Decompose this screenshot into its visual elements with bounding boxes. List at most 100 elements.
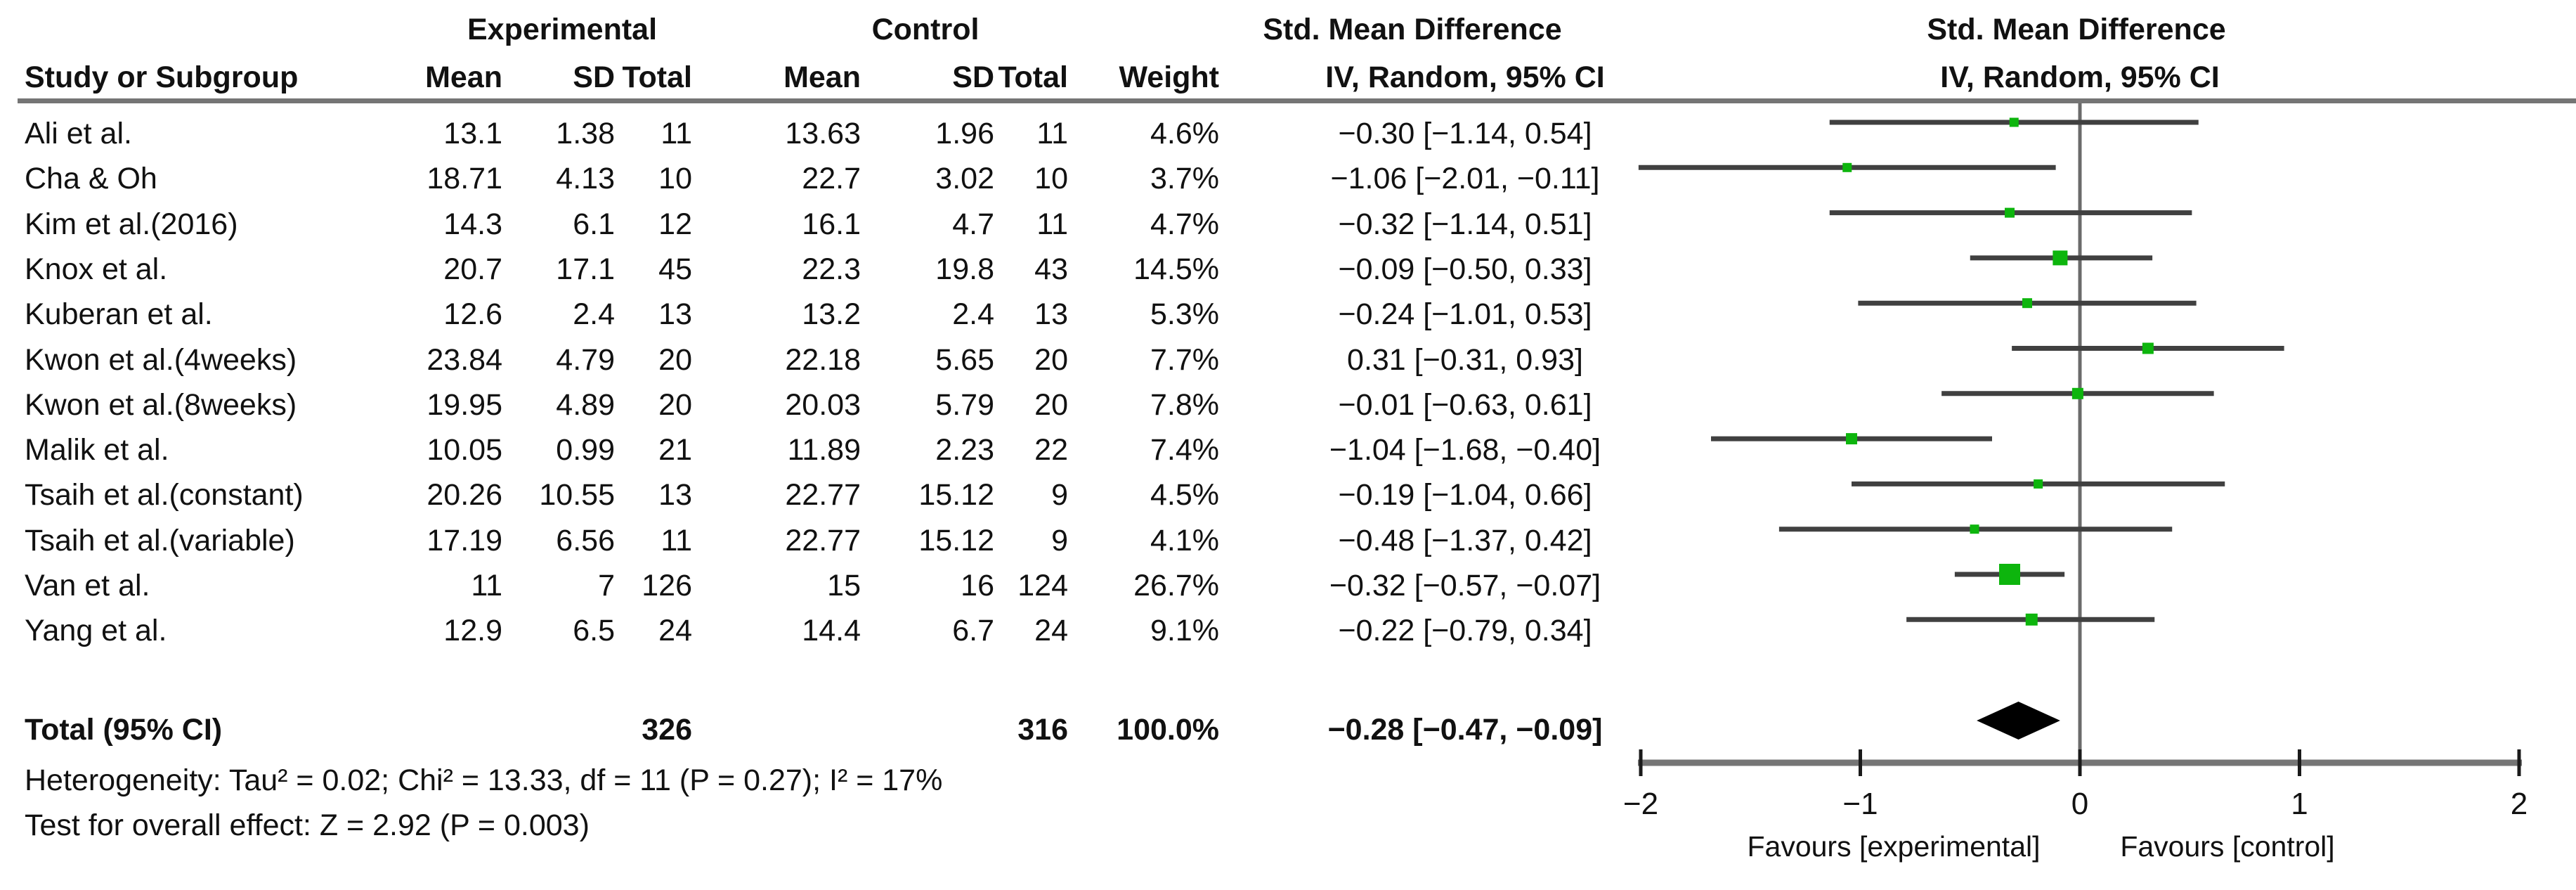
ctl-mean: 15 (827, 569, 861, 602)
total-label: Total (95% CI) (25, 713, 223, 747)
header-total-control: Total (998, 60, 1068, 94)
header-study-or-subgroup: Study or Subgroup (25, 60, 299, 94)
header-method-plot: IV, Random, 95% CI (1940, 60, 2220, 94)
exp-sd: 4.89 (556, 387, 615, 422)
weight: 9.1% (1150, 614, 1219, 648)
study-row: Cha & Oh 18.71 4.13 10 22.7 3.02 10 3.7% −1.06 [… (0, 156, 2576, 201)
header-mean-control: Mean (783, 60, 861, 94)
weight: 7.7% (1150, 342, 1219, 377)
total-row: Total (95% CI) 326 316 100.0% −0.28 [−0.… (0, 707, 2576, 752)
ctl-total: 22 (1034, 433, 1068, 467)
exp-mean: 10.05 (427, 433, 502, 467)
ctl-mean: 22.77 (785, 478, 861, 512)
weight: 5.3% (1150, 297, 1219, 332)
exp-mean: 14.3 (443, 207, 502, 241)
axis-tick-label: 2 (2511, 787, 2528, 821)
exp-mean: 19.95 (427, 387, 502, 422)
ctl-total: 10 (1034, 162, 1068, 196)
exp-sd: 2.4 (573, 297, 615, 332)
total-control-n: 316 (1017, 713, 1068, 747)
ctl-sd: 1.96 (935, 117, 994, 150)
exp-mean: 20.7 (443, 252, 502, 286)
ctl-total: 43 (1034, 252, 1068, 286)
ci-text: 0.31 [−0.31, 0.93] (1347, 342, 1583, 377)
weight: 3.7% (1150, 162, 1219, 196)
weight: 26.7% (1133, 569, 1219, 602)
favours-experimental-label: Favours [experimental] (1747, 830, 2040, 863)
study-row: Yang et al. 12.9 6.5 24 14.4 6.7 24 9.1% −0.22 [… (0, 608, 2576, 653)
weight: 14.5% (1133, 252, 1219, 286)
ctl-total: 9 (1051, 523, 1068, 557)
study-name: Kwon et al.(8weeks) (25, 387, 297, 422)
heterogeneity-stats: Heterogeneity: Tau² = 0.02; Chi² = 13.33… (25, 763, 943, 797)
ctl-total: 13 (1034, 297, 1068, 332)
header-method-column: IV, Random, 95% CI (1325, 60, 1605, 94)
ci-text: −1.06 [−2.01, −0.11] (1330, 162, 1600, 196)
ctl-mean: 20.03 (785, 387, 861, 422)
exp-sd: 6.1 (573, 207, 615, 241)
study-row: Kim et al.(2016) 14.3 6.1 12 16.1 4.7 11 4.7% −0… (0, 202, 2576, 247)
ci-text: −0.09 [−0.50, 0.33] (1338, 252, 1592, 286)
study-name: Kuberan et al. (25, 297, 213, 332)
weight: 7.4% (1150, 433, 1219, 467)
exp-sd: 7 (598, 569, 615, 602)
study-row: Van et al. 11 7 126 15 16 124 26.7% −0.32 [−0.57… (0, 563, 2576, 608)
ctl-sd: 16 (961, 569, 994, 602)
ctl-mean: 22.3 (802, 252, 861, 286)
ctl-mean: 16.1 (802, 207, 861, 241)
exp-mean: 17.19 (427, 523, 502, 557)
column-group-control: Control (871, 13, 980, 46)
study-name: Knox et al. (25, 252, 168, 286)
ctl-sd: 3.02 (935, 162, 994, 196)
study-name: Van et al. (25, 569, 150, 602)
ctl-sd: 6.7 (952, 614, 994, 648)
axis-tick-label: 1 (2291, 787, 2308, 821)
ctl-mean: 13.2 (802, 297, 861, 332)
ctl-total: 20 (1034, 387, 1068, 422)
header-sd-control: SD (952, 60, 994, 94)
study-name: Kwon et al.(4weeks) (25, 342, 297, 377)
study-name: Cha & Oh (25, 162, 157, 196)
exp-total: 21 (658, 433, 692, 467)
axis-tick-label: 0 (2071, 787, 2088, 821)
ctl-mean: 22.77 (785, 523, 861, 557)
ctl-total: 20 (1034, 342, 1068, 377)
header-total-experimental: Total (622, 60, 692, 94)
exp-mean: 23.84 (427, 342, 502, 377)
ci-text: −0.19 [−1.04, 0.66] (1338, 478, 1592, 512)
ci-text: −0.32 [−1.14, 0.51] (1338, 207, 1592, 241)
favours-control-label: Favours [control] (2120, 830, 2334, 863)
exp-total: 10 (658, 162, 692, 196)
ci-text: −1.04 [−1.68, −0.40] (1329, 433, 1601, 467)
total-experimental-n: 326 (642, 713, 692, 747)
header-weight: Weight (1119, 60, 1219, 94)
ctl-mean: 22.18 (785, 342, 861, 377)
ci-text: −0.30 [−1.14, 0.54] (1338, 117, 1592, 150)
exp-mean: 13.1 (443, 117, 502, 150)
study-row: Tsaih et al.(constant) 20.26 10.55 13 22.77 1… (0, 472, 2576, 517)
study-name: Tsaih et al.(constant) (25, 478, 304, 512)
ctl-sd: 15.12 (918, 478, 994, 512)
study-name: Malik et al. (25, 433, 169, 467)
exp-total: 20 (658, 342, 692, 377)
study-name: Ali et al. (25, 117, 132, 150)
exp-mean: 12.9 (443, 614, 502, 648)
ctl-sd: 2.4 (952, 297, 994, 332)
header-mean-experimental: Mean (425, 60, 502, 94)
ctl-total: 9 (1051, 478, 1068, 512)
ci-text: −0.48 [−1.37, 0.42] (1338, 523, 1592, 557)
total-ci-text: −0.28 [−0.47, −0.09] (1327, 713, 1603, 747)
axis-tick-label: −1 (1842, 787, 1878, 821)
exp-total: 45 (658, 252, 692, 286)
ctl-sd: 5.79 (935, 387, 994, 422)
exp-sd: 0.99 (556, 433, 615, 467)
exp-mean: 20.26 (427, 478, 502, 512)
ctl-sd: 15.12 (918, 523, 994, 557)
exp-sd: 10.55 (539, 478, 615, 512)
exp-sd: 1.38 (556, 117, 615, 150)
study-name: Tsaih et al.(variable) (25, 523, 295, 557)
study-name: Yang et al. (25, 614, 167, 648)
study-row: Knox et al. 20.7 17.1 45 22.3 19.8 43 14.5% −0.0… (0, 247, 2576, 292)
exp-sd: 4.79 (556, 342, 615, 377)
